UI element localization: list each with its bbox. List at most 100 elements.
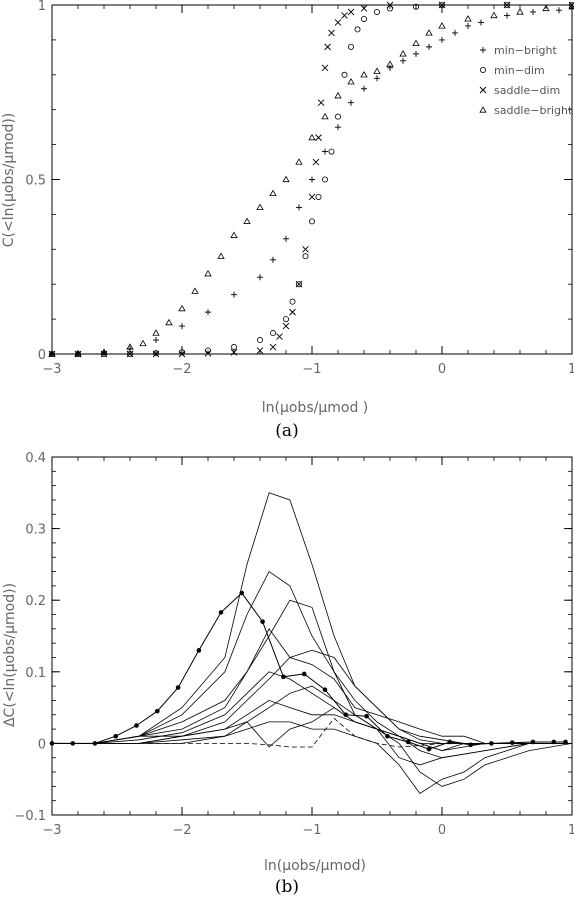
panel-b-xlabel: ln(μobs/μmod) (264, 858, 366, 874)
panel-a-point-triangle (165, 318, 173, 326)
panel-a-point-x (204, 349, 212, 357)
panel-a-point-x (289, 308, 296, 316)
panel-b-ytick-label: −0.1 (14, 809, 46, 824)
panel-a-point-triangle (282, 175, 290, 183)
panel-a-point-x (317, 99, 325, 107)
panel-b-ticks: −3 −2 −1 0 1 −0.1 0 0.1 0.2 0.3 0.4 (14, 451, 574, 838)
panel-a-point-circle (360, 15, 367, 22)
panel-a-point-x (315, 134, 322, 141)
panel-a-ticks: −3 −2 −1 0 1 0 0.5 1 (25, 0, 574, 377)
panel-b-highlight-point (509, 740, 515, 745)
panel-a-point-x (126, 350, 134, 358)
panel-a-point-x (324, 43, 331, 51)
panel-a-point-triangle (74, 350, 82, 357)
panel-a-point-plus (296, 204, 302, 211)
panel-a-point-circle (438, 2, 445, 8)
panel-a-point-triangle (412, 39, 420, 46)
panel-a-point-plus (335, 124, 341, 131)
panel-b-lines (52, 492, 573, 795)
panel-a-point-x (503, 1, 511, 9)
panel-b-series-line-1 (52, 492, 572, 744)
panel-a-point-plus (426, 43, 432, 50)
panel-b-series-line-8 (52, 685, 572, 766)
panel-b-highlight-point (489, 741, 494, 746)
panel-a-point-triangle (516, 8, 524, 15)
panel-a-point-x (269, 343, 277, 351)
panel-a-xlabel: ln(μobs/μmod ) (262, 400, 369, 416)
panel-b-ytick-label: 0.3 (25, 523, 46, 538)
panel-b-highlight-point (155, 708, 160, 714)
panel-b-highlighted-series (49, 590, 568, 752)
panel-a-point-triangle (542, 4, 550, 12)
panel-a-legend: min−bright min−dim saddle−dim saddle−bright (479, 44, 573, 117)
panel-b-xtick-label: −3 (42, 823, 61, 838)
panel-a-point-x (152, 350, 160, 358)
panel-a-point-triangle (334, 91, 342, 99)
panel-b: −3 −2 −1 0 1−0.100.10.20.30.4 ln(μobs/μmod) … (2, 451, 574, 897)
panel-a-point-plus (153, 337, 159, 344)
panel-a-point-plus (413, 50, 419, 57)
panel-a-point-plus (127, 345, 133, 352)
panel-b-highlight-point (468, 742, 473, 748)
panel-a-point-plus (439, 36, 445, 43)
panel-a-point-plus (530, 8, 536, 15)
panel-a: −3 −2 −1 0 1 0 0.5 1 min−bright min−dim saddle−di… (1, 0, 574, 441)
legend-label: min−dim (494, 64, 545, 77)
panel-b-highlight-point (447, 739, 453, 745)
panel-a-point-triangle (490, 11, 498, 19)
panel-a-point-plus (569, 5, 574, 12)
panel-a-point-circle (152, 350, 159, 357)
panel-a-point-x (295, 280, 303, 288)
panel-a-caption: (a) (275, 421, 298, 441)
panel-a-point-circle (178, 349, 185, 356)
panel-a-xtick-label: 1 (568, 362, 574, 377)
panel-b-ylabel: ΔC(<ln(μobs/μmod)) (2, 583, 18, 727)
panel-b-highlight-point (49, 741, 55, 746)
panel-b-ytick-label: 0.1 (25, 666, 46, 681)
panel-a-point-triangle (399, 50, 407, 57)
panel-a-point-triangle (386, 60, 394, 67)
legend-marker-circle (479, 67, 486, 74)
panel-b-highlight-point (364, 713, 369, 719)
panel-b-highlight-point (175, 685, 181, 690)
panel-a-point-circle (308, 218, 315, 225)
panel-b-ytick-label: 0.4 (25, 451, 46, 466)
panel-a-point-triangle (217, 252, 225, 259)
panel-a-point-plus (504, 12, 510, 19)
panel-b-series-line-2 (52, 571, 572, 752)
panel-a-point-plus (361, 85, 367, 92)
legend-label: saddle−bright (494, 104, 573, 117)
legend-marker-x (479, 86, 487, 94)
panel-a-ylabel: C(<ln(μobs/μmod)) (1, 113, 17, 247)
panel-a-point-circle (269, 330, 276, 337)
panel-a-point-x (321, 64, 329, 72)
panel-a-point-triangle (100, 348, 108, 355)
panel-a-point-triangle (321, 112, 329, 120)
panel-a-point-x (256, 347, 264, 354)
panel-b-ytick-label: 0.2 (25, 594, 46, 609)
panel-a-point-x (347, 8, 355, 16)
panel-b-highlight-point (218, 610, 224, 615)
panel-a-point-circle (341, 71, 348, 78)
panel-b-highlight-point (563, 739, 568, 745)
panel-b-xtick-label: 0 (438, 823, 446, 838)
panel-a-point-triangle (126, 343, 134, 350)
panel-a-point-triangle (308, 133, 316, 141)
panel-a-point-triangle (152, 329, 160, 336)
panel-a-point-circle (302, 253, 309, 260)
panel-a-point-plus (348, 99, 354, 106)
panel-a-point-plus (283, 235, 289, 242)
panel-b-highlight-point (92, 741, 98, 746)
panel-a-point-plus (556, 7, 562, 14)
panel-b-series-line-10 (52, 671, 572, 752)
panel-a-point-triangle (191, 287, 199, 294)
panel-a-point-circle (289, 298, 296, 305)
panel-a-xtick-label: −3 (42, 362, 61, 377)
panel-b-highlight-point (239, 590, 245, 596)
panel-a-point-circle (328, 148, 335, 155)
panel-a-point-x (282, 322, 290, 330)
panel-a-point-triangle (373, 67, 381, 74)
panel-a-point-triangle (425, 29, 433, 36)
panel-a-point-x (302, 245, 309, 253)
panel-b-highlight-point (343, 712, 349, 718)
